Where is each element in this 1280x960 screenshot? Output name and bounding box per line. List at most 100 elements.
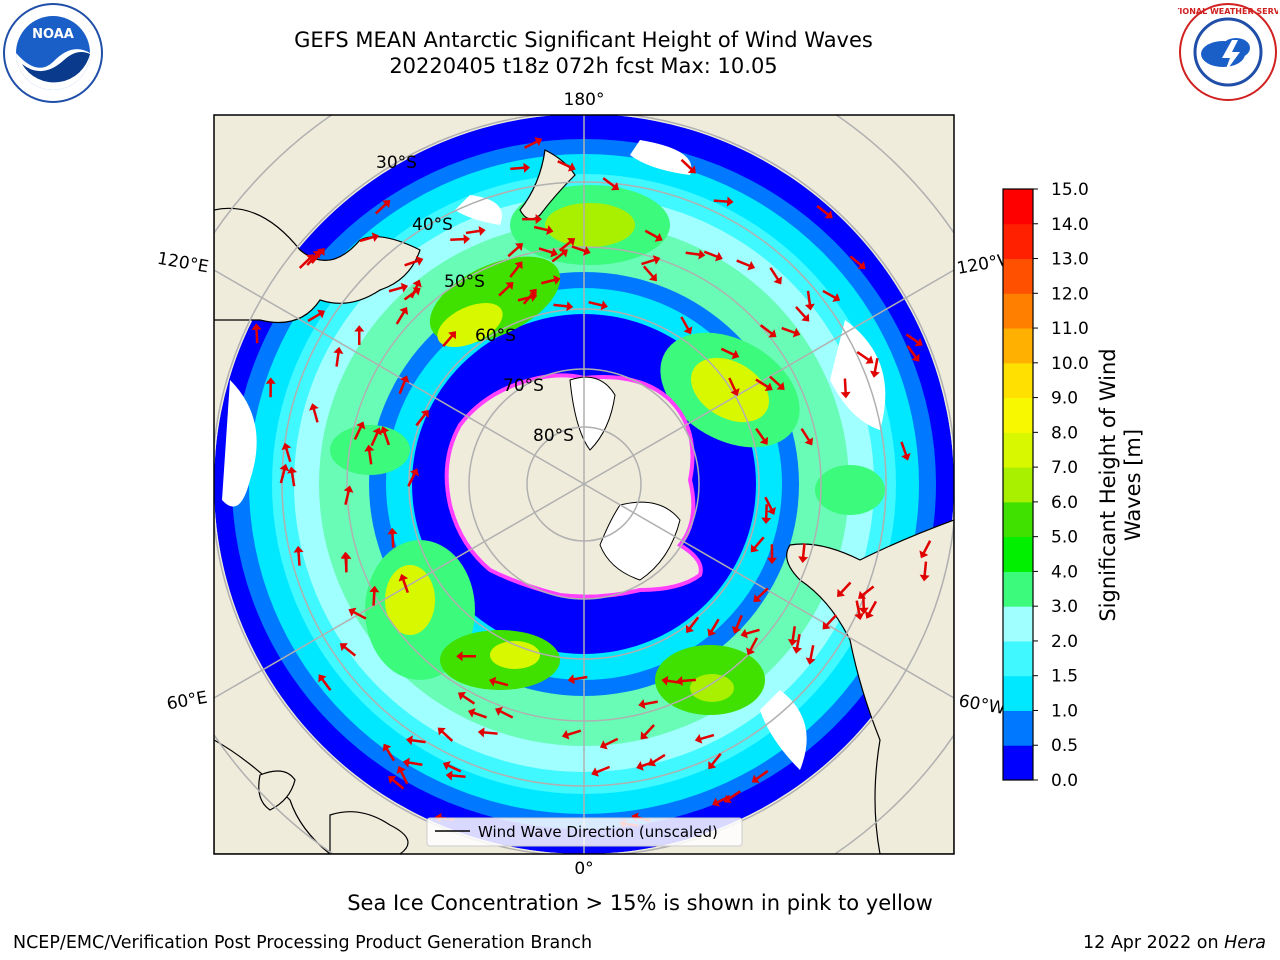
wind-wave-arrow bbox=[293, 545, 304, 566]
wind-wave-arrow bbox=[644, 229, 663, 242]
wind-wave-arrow bbox=[379, 426, 391, 446]
wind-wave-arrow bbox=[685, 616, 700, 633]
wind-wave-arrow bbox=[602, 177, 620, 191]
sea-ice-note: Sea Ice Concentration > 15% is shown in … bbox=[347, 891, 933, 915]
colorbar-tick-label: 3.0 bbox=[1051, 597, 1078, 617]
noaa-logo: NOAA bbox=[3, 3, 103, 103]
wind-wave-arrow bbox=[638, 699, 658, 710]
wind-wave-arrow bbox=[858, 594, 869, 615]
wind-wave-arrow bbox=[787, 626, 798, 646]
colorbar-segment bbox=[1003, 223, 1033, 260]
wind-wave-arrow bbox=[558, 238, 576, 252]
wind-wave-arrow bbox=[398, 573, 409, 594]
wind-wave-arrow bbox=[540, 275, 561, 285]
colorbar-segment bbox=[1003, 640, 1033, 677]
wind-wave-arrow bbox=[396, 766, 409, 785]
wind-wave-arrow bbox=[402, 757, 423, 768]
wind-wave-arrow bbox=[713, 196, 734, 207]
wind-wave-arrow bbox=[495, 706, 514, 719]
colorbar-tick-label: 13.0 bbox=[1051, 250, 1089, 270]
wind-wave-arrow bbox=[407, 468, 419, 487]
nws-logo-text: NATIONAL WEATHER SERVICE bbox=[1178, 7, 1278, 16]
lat-label-40s: 40°S bbox=[412, 215, 453, 235]
wind-wave-arrow bbox=[310, 247, 325, 264]
colorbar-segment bbox=[1003, 293, 1033, 329]
lon-label-60e: 60°E bbox=[165, 688, 209, 715]
wind-wave-arrow bbox=[919, 540, 932, 559]
colorbar-tick-label: 9.0 bbox=[1051, 389, 1078, 409]
wind-wave-arrow bbox=[354, 325, 365, 346]
wind-wave-arrow bbox=[442, 761, 462, 773]
wind-wave-arrow bbox=[571, 245, 591, 256]
wind-wave-arrow bbox=[661, 675, 682, 686]
wind-wave-arrow bbox=[465, 225, 486, 236]
wind-wave-arrow bbox=[767, 544, 778, 565]
wind-wave-arrow bbox=[755, 378, 773, 391]
lon-label-60w: 60°W bbox=[957, 691, 1007, 719]
wind-wave-arrow bbox=[333, 346, 344, 367]
wind-wave-arrow bbox=[755, 427, 769, 445]
wind-wave-arrow bbox=[369, 585, 380, 606]
lat-label-70s: 70°S bbox=[503, 376, 544, 396]
colorbar-segment bbox=[1003, 710, 1033, 746]
graticule bbox=[214, 115, 954, 854]
wind-wave-arrow bbox=[640, 724, 655, 740]
colorbar-segment bbox=[1003, 467, 1033, 503]
colorbar-segment bbox=[1003, 397, 1033, 433]
wind-wave-arrow bbox=[822, 289, 841, 302]
wind-wave-arrow bbox=[477, 727, 498, 738]
wind-wave-arrow bbox=[751, 769, 769, 783]
wind-wave-arrow bbox=[599, 737, 619, 750]
wind-wave-arrow bbox=[804, 290, 815, 311]
colorbar-segment bbox=[1003, 606, 1033, 642]
wind-wave-arrow bbox=[567, 674, 588, 685]
wind-wave-arrow bbox=[750, 536, 765, 553]
wind-wave-arrow bbox=[318, 674, 332, 692]
wind-wave-arrow bbox=[905, 333, 923, 347]
wind-wave-arrow bbox=[388, 282, 409, 293]
wind-wave-arrows bbox=[251, 137, 932, 829]
wind-wave-arrow bbox=[906, 345, 920, 362]
colorbar-tick-label: 5.0 bbox=[1051, 528, 1078, 548]
lat-label-60s: 60°S bbox=[475, 326, 516, 346]
wind-wave-arrow bbox=[442, 331, 457, 348]
wind-wave-arrow bbox=[919, 561, 930, 582]
wind-wave-arrow bbox=[694, 733, 715, 744]
wind-wave-arrow bbox=[561, 729, 582, 740]
wind-wave-arrow bbox=[251, 323, 262, 344]
colorbar-segment bbox=[1003, 189, 1033, 225]
wind-wave-arrow bbox=[864, 600, 878, 619]
wind-wave-arrow bbox=[680, 158, 696, 174]
wind-wave-arrow bbox=[281, 442, 292, 463]
footer-machine: Hera bbox=[1224, 933, 1266, 953]
wind-wave-arrow bbox=[510, 162, 531, 173]
wind-wave-arrow bbox=[840, 378, 851, 399]
wind-wave-arrow bbox=[685, 249, 706, 260]
wind-wave-arrow bbox=[287, 466, 298, 487]
wind-wave-arrow bbox=[837, 581, 852, 597]
wind-wave-arrow bbox=[370, 427, 382, 447]
footer-credit: NCEP/EMC/Verification Post Processing Pr… bbox=[13, 933, 593, 953]
colorbar-tick-label: 7.0 bbox=[1051, 458, 1078, 478]
wind-wave-arrow bbox=[798, 543, 809, 564]
chart-title: GEFS MEAN Antarctic Significant Height o… bbox=[0, 27, 1167, 79]
wind-wave-arrow bbox=[382, 743, 396, 762]
colorbar-tick-label: 0.5 bbox=[1051, 736, 1078, 756]
colorbar-tick-label: 0.0 bbox=[1051, 771, 1078, 791]
wind-wave-arrow bbox=[388, 776, 405, 790]
colorbar-tick-label: 4.0 bbox=[1051, 562, 1078, 582]
wind-wave-arrow bbox=[591, 765, 611, 777]
colorbar-segment bbox=[1003, 675, 1033, 711]
wind-wave-arrow bbox=[764, 496, 776, 515]
ocean-field bbox=[214, 115, 954, 854]
nws-logo: NATIONAL WEATHER SERVICE bbox=[1178, 3, 1278, 101]
lon-label-120e: 120°E bbox=[156, 249, 210, 278]
wind-wave-arrow bbox=[341, 552, 352, 573]
wind-wave-arrow bbox=[731, 614, 743, 634]
wind-wave-arrow bbox=[588, 300, 608, 311]
wind-wave-arrow bbox=[279, 463, 290, 484]
wind-wave-arrow bbox=[498, 282, 514, 297]
wind-wave-arrow bbox=[298, 254, 314, 269]
colorbar-tick-label: 10.0 bbox=[1051, 354, 1089, 374]
wind-wave-arrow bbox=[557, 160, 576, 172]
